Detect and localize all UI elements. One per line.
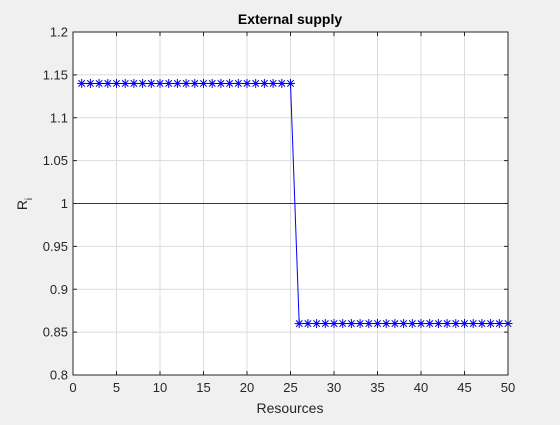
- data-point: [199, 78, 208, 88]
- data-point: [390, 319, 400, 329]
- data-point: [294, 319, 304, 329]
- data-point: [155, 78, 165, 88]
- x-axis-label: Resources: [257, 400, 324, 416]
- data-point: [225, 78, 235, 88]
- data-point: [312, 319, 322, 329]
- x-tick-label: 35: [370, 380, 384, 395]
- data-point: [416, 319, 426, 329]
- data-point: [460, 319, 469, 329]
- data-point: [259, 78, 269, 88]
- x-tick-label: 10: [153, 380, 167, 395]
- data-point: [399, 319, 409, 329]
- data-point: [120, 78, 130, 88]
- y-tick-label: 0.95: [43, 239, 68, 254]
- x-tick-label: 50: [501, 380, 515, 395]
- data-point: [85, 78, 95, 88]
- x-ticks: 0 5 10 15 20 25 30 35 40 45 50: [69, 32, 515, 395]
- data-point: [286, 78, 295, 88]
- x-tick-label: 25: [283, 380, 297, 395]
- y-tick-label: 1.2: [50, 25, 68, 40]
- data-point: [94, 78, 104, 88]
- data-point: [216, 78, 226, 88]
- data-point: [268, 78, 278, 88]
- x-tick-label: 0: [69, 380, 76, 395]
- data-point: [251, 78, 261, 88]
- data-point: [451, 319, 461, 329]
- data-point: [138, 78, 148, 88]
- data-point: [277, 78, 287, 88]
- data-point: [233, 78, 243, 88]
- data-point: [468, 319, 478, 329]
- x-tick-label: 40: [414, 380, 428, 395]
- data-point: [364, 319, 374, 329]
- data-point: [425, 319, 435, 329]
- data-point: [112, 78, 121, 88]
- data-point: [146, 78, 156, 88]
- data-point: [320, 319, 330, 329]
- data-point: [494, 319, 504, 329]
- data-point: [207, 78, 217, 88]
- data-point: [433, 319, 443, 329]
- y-axis-label-subscript: i: [24, 198, 35, 200]
- y-tick-label: 0.85: [43, 325, 68, 340]
- x-tick-label: 5: [113, 380, 120, 395]
- y-tick-label: 1.1: [50, 110, 68, 125]
- data-point: [303, 319, 313, 329]
- data-point: [172, 78, 182, 88]
- data-point: [346, 319, 356, 329]
- x-tick-label: 20: [240, 380, 254, 395]
- data-point: [329, 319, 339, 329]
- data-point: [381, 319, 391, 329]
- data-point: [103, 78, 113, 88]
- y-axis-label-main: R: [14, 200, 30, 210]
- chart-title: External supply: [238, 11, 342, 27]
- data-point: [77, 78, 87, 88]
- x-tick-label: 45: [457, 380, 471, 395]
- y-tick-label: 1: [61, 196, 68, 211]
- data-point: [477, 319, 487, 329]
- y-tick-label: 1.05: [43, 153, 68, 168]
- series-group: [77, 78, 513, 329]
- data-point: [164, 78, 174, 88]
- data-point: [338, 319, 348, 329]
- data-point: [190, 78, 200, 88]
- data-point: [129, 78, 139, 88]
- data-point: [407, 319, 417, 329]
- y-tick-label: 1.15: [43, 67, 68, 82]
- x-tick-label: 15: [196, 380, 210, 395]
- y-tick-label: 0.8: [50, 368, 68, 383]
- y-axis-label: Ri: [14, 198, 35, 210]
- svg-text:Ri: Ri: [14, 198, 35, 210]
- data-point: [442, 319, 452, 329]
- data-point: [242, 78, 252, 88]
- y-ticks: 0.8 0.85 0.9 0.95 1 1.05 1.1 1.15 1.2: [43, 25, 508, 383]
- data-point: [486, 319, 496, 329]
- data-point: [355, 319, 365, 329]
- data-point: [181, 78, 191, 88]
- y-tick-label: 0.9: [50, 282, 68, 297]
- x-tick-label: 30: [327, 380, 341, 395]
- data-point: [373, 319, 382, 329]
